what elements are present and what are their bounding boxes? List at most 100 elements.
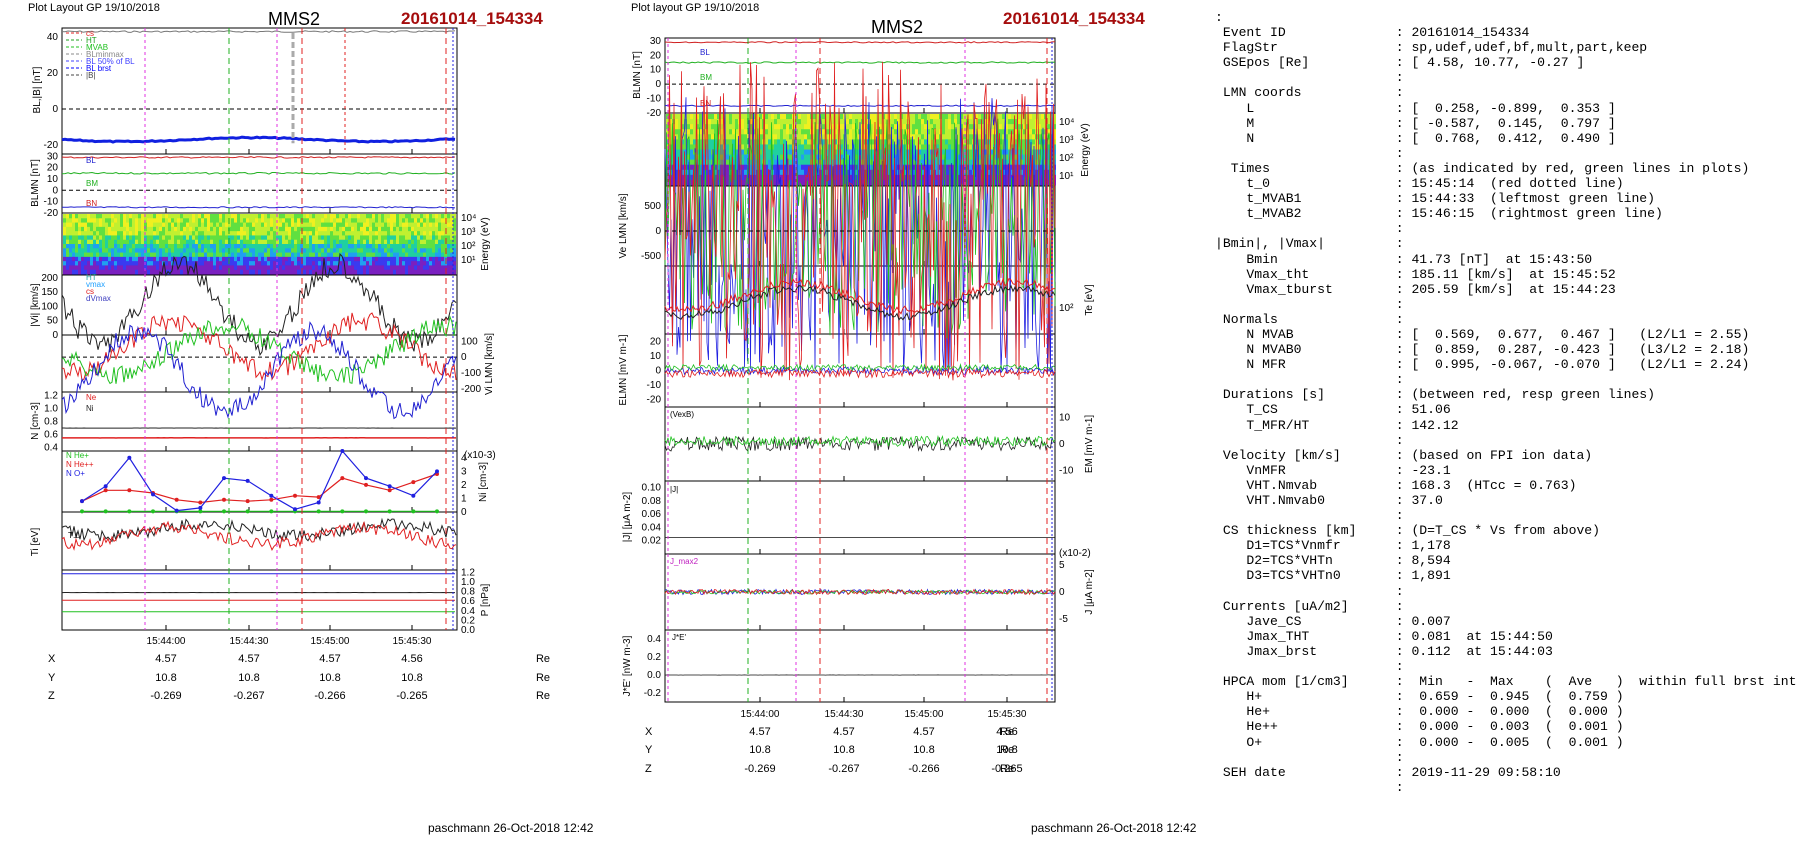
coord-unit: Re — [536, 690, 550, 702]
tick-label: 1 — [461, 493, 467, 504]
coord-unit: Re — [536, 672, 550, 684]
data-point — [364, 476, 368, 481]
data-point — [269, 493, 274, 498]
tick-label: 0.6 — [461, 596, 475, 607]
y-axis-label: |Vi| [km/s] — [30, 283, 41, 327]
tick-label: 0.2 — [461, 615, 475, 626]
series-EM — [664, 363, 1056, 373]
tick-label: 0.4 — [461, 606, 475, 617]
data-point — [387, 488, 392, 493]
tick-label: 10⁴ — [1059, 117, 1074, 128]
coord-row-label: Z — [48, 690, 55, 702]
data-point — [269, 497, 274, 502]
y-axis-label: Te [eV] — [1084, 284, 1095, 315]
tick-label: 0 — [461, 507, 467, 518]
data-point — [293, 493, 297, 498]
time-tick-label: 15:45:30 — [393, 636, 432, 647]
data-point — [435, 509, 439, 514]
coord-value: -0.269 — [150, 690, 181, 702]
data-point — [222, 497, 226, 502]
legend-entry: BL — [700, 48, 710, 57]
tick-label: 0.06 — [642, 509, 662, 520]
tick-label: 3 — [461, 466, 467, 477]
series-EL — [664, 368, 1056, 379]
info-line: Durations [s] : (between red, resp green… — [1215, 387, 1656, 403]
data-point — [316, 500, 321, 505]
y-axis-label: N [cm-3] — [30, 402, 41, 440]
coord-value: 4.57 — [913, 726, 934, 738]
info-line: Event ID : 20161014_154334 — [1215, 25, 1530, 41]
coord-value: 4.56 — [401, 653, 422, 665]
info-line: HPCA mom [1/cm3] : Min - Max ( Ave ) wit… — [1215, 674, 1797, 690]
coord-value: 10.8 — [319, 672, 340, 684]
data-point — [293, 507, 297, 512]
panel-frame — [61, 511, 458, 571]
info-line: O+ : 0.000 - 0.005 ( 0.001 ) — [1215, 734, 1624, 750]
data-point — [387, 509, 392, 514]
panel-frame — [664, 629, 1056, 703]
y-axis-label: J [μA m-2] — [1084, 569, 1095, 614]
tick-label: -20 — [44, 140, 59, 151]
data-point — [174, 508, 179, 513]
coord-unit: Re — [1000, 726, 1014, 738]
info-line: N MFR : [ 0.995, -0.067, -0.070 ] (L2/L1… — [1215, 357, 1750, 373]
coord-value: -0.266 — [314, 690, 345, 702]
panel-frame — [664, 480, 1056, 555]
y-axis-label: P [nPa] — [480, 583, 491, 616]
right-figure: 30 20 10 0 -10 -20 BLMN [nT] BL BM BN 10⁴ 10³ 10² 10¹… — [618, 36, 1095, 775]
y-axis-label: BLMN [nT] — [632, 51, 643, 99]
info-line: : — [1215, 508, 1404, 524]
series-VN — [61, 321, 457, 420]
coord-value: -0.265 — [396, 690, 427, 702]
series-EM-prime — [664, 435, 1056, 448]
tick-label: 10 — [650, 351, 662, 362]
coord-unit: Re — [1000, 763, 1014, 775]
series-BM — [61, 171, 456, 175]
tick-label: 20 — [47, 163, 59, 174]
legend-entry: J_max2 — [670, 557, 699, 566]
info-line: Jmax_THT : 0.081 at 15:44:50 — [1215, 628, 1553, 644]
series-BL — [61, 156, 456, 159]
info-line: |Bmin|, |Vmax| : — [1215, 236, 1404, 252]
coord-unit: Re — [1000, 744, 1014, 756]
y-axis-label: Ti [eV] — [30, 528, 41, 557]
tick-label: 0 — [1059, 587, 1065, 598]
series-B-total — [61, 30, 456, 33]
y-axis-label: Energy (eV) — [1080, 123, 1091, 176]
data-point — [364, 509, 368, 514]
data-point — [127, 488, 132, 493]
data-point — [80, 499, 84, 504]
info-line: : — [1215, 145, 1404, 161]
legend-entry: HT — [86, 273, 97, 282]
right-layout-label: Plot layout GP 19/10/2018 — [631, 2, 760, 14]
tick-label: 0.8 — [461, 587, 475, 598]
tick-label: 30 — [650, 36, 662, 47]
info-line: H+ : 0.659 - 0.945 ( 0.759 ) — [1215, 689, 1624, 705]
y-axis-label: BLMN [nT] — [30, 159, 41, 207]
info-line: : — [1215, 221, 1404, 237]
series-Te-par — [664, 277, 1056, 315]
legend-entry: cs — [86, 287, 94, 296]
tick-label: 10³ — [1059, 135, 1074, 146]
tick-label: -500 — [641, 251, 661, 262]
tick-label: 20 — [650, 336, 662, 347]
tick-label: -0.2 — [644, 688, 662, 699]
series-BL-brst — [61, 135, 456, 144]
series-VM — [61, 315, 457, 385]
series-NO — [81, 449, 438, 512]
time-tick-label: 15:45:00 — [905, 709, 944, 720]
legend-entry: N He++ — [66, 460, 94, 469]
data-point — [222, 476, 226, 481]
tick-label: 0.02 — [642, 536, 662, 547]
panel-frame — [61, 450, 458, 513]
legend-entry: N O+ — [66, 469, 85, 478]
coord-value: 10.8 — [833, 744, 854, 756]
info-line: LMN coords : — [1215, 85, 1404, 101]
legend-entry: BL brst — [86, 64, 112, 73]
tick-label: 40 — [47, 32, 59, 43]
info-line: L : [ 0.258, -0.899, 0.353 ] — [1215, 100, 1616, 116]
tick-label: 0 — [655, 79, 661, 90]
tick-label: 1.0 — [461, 577, 475, 588]
coord-value: 10.8 — [913, 744, 934, 756]
tick-label: 50 — [47, 316, 59, 327]
